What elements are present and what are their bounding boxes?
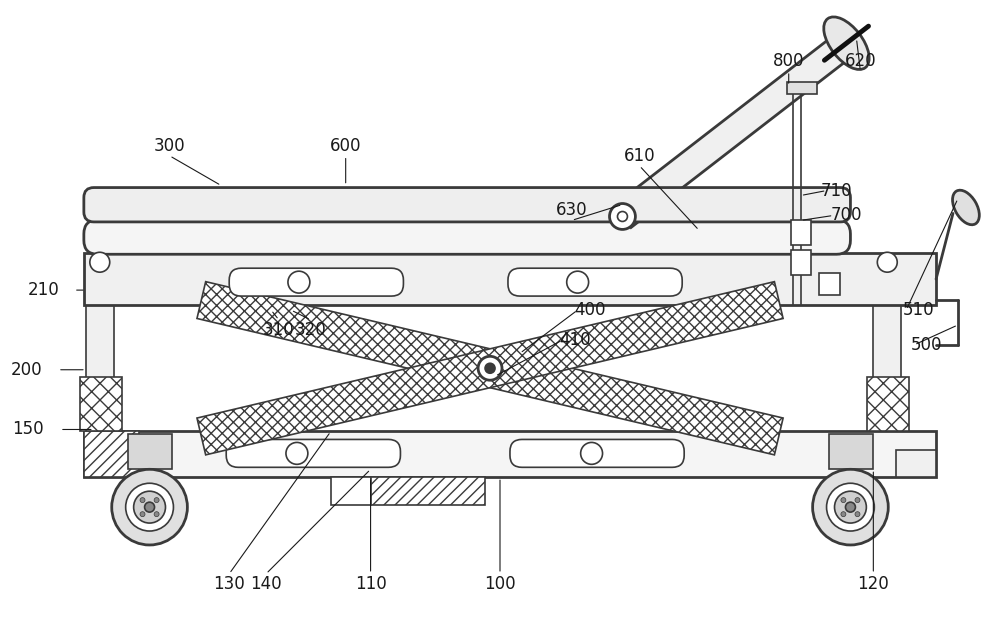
Text: 150: 150 xyxy=(12,421,44,438)
Polygon shape xyxy=(197,282,783,455)
Bar xyxy=(829,435,873,469)
Circle shape xyxy=(140,512,145,517)
Bar xyxy=(791,250,811,275)
Circle shape xyxy=(140,498,145,503)
FancyBboxPatch shape xyxy=(508,268,682,296)
Circle shape xyxy=(827,483,874,531)
Bar xyxy=(787,82,817,94)
Bar xyxy=(896,450,936,477)
Bar xyxy=(867,377,909,431)
Bar xyxy=(128,435,172,469)
Text: 410: 410 xyxy=(559,331,590,349)
FancyBboxPatch shape xyxy=(84,220,850,255)
Ellipse shape xyxy=(824,17,869,70)
Circle shape xyxy=(877,252,897,272)
Text: 320: 320 xyxy=(295,321,327,339)
Circle shape xyxy=(841,512,846,517)
Text: 310: 310 xyxy=(263,321,295,339)
Circle shape xyxy=(145,502,155,512)
Circle shape xyxy=(835,491,866,523)
Bar xyxy=(371,477,485,505)
Bar xyxy=(84,431,936,477)
Circle shape xyxy=(581,443,603,465)
FancyBboxPatch shape xyxy=(229,268,403,296)
Circle shape xyxy=(485,363,495,373)
FancyBboxPatch shape xyxy=(510,440,684,467)
Text: 510: 510 xyxy=(902,301,934,319)
Bar xyxy=(84,253,936,305)
Circle shape xyxy=(134,491,165,523)
Text: 500: 500 xyxy=(910,336,942,354)
Text: 300: 300 xyxy=(154,137,185,155)
Polygon shape xyxy=(614,32,855,228)
Circle shape xyxy=(841,498,846,503)
Text: 120: 120 xyxy=(857,575,889,593)
Polygon shape xyxy=(197,282,783,455)
Circle shape xyxy=(126,483,173,531)
FancyBboxPatch shape xyxy=(226,440,400,467)
Text: 400: 400 xyxy=(574,301,605,319)
Circle shape xyxy=(813,469,888,545)
Bar xyxy=(86,255,114,431)
Circle shape xyxy=(112,469,187,545)
Text: 200: 200 xyxy=(10,361,42,379)
Circle shape xyxy=(90,252,110,272)
Bar xyxy=(791,221,811,245)
Text: 600: 600 xyxy=(330,137,361,155)
Text: 700: 700 xyxy=(831,206,862,224)
Text: 800: 800 xyxy=(773,52,804,70)
Bar xyxy=(873,255,901,431)
Bar xyxy=(331,477,371,505)
Text: 130: 130 xyxy=(213,575,245,593)
Circle shape xyxy=(617,211,627,221)
Text: 100: 100 xyxy=(484,575,516,593)
Circle shape xyxy=(154,498,159,503)
Bar xyxy=(80,377,122,431)
Text: 710: 710 xyxy=(821,182,852,199)
Circle shape xyxy=(845,502,855,512)
Ellipse shape xyxy=(953,190,979,224)
Circle shape xyxy=(286,443,308,465)
Text: 210: 210 xyxy=(28,281,60,299)
Circle shape xyxy=(154,512,159,517)
Text: 110: 110 xyxy=(355,575,386,593)
FancyBboxPatch shape xyxy=(84,187,850,222)
Circle shape xyxy=(610,204,635,229)
Text: 140: 140 xyxy=(250,575,282,593)
Circle shape xyxy=(855,512,860,517)
Circle shape xyxy=(855,498,860,503)
Text: 630: 630 xyxy=(556,201,587,219)
Text: 610: 610 xyxy=(624,147,655,165)
Circle shape xyxy=(288,271,310,293)
Circle shape xyxy=(567,271,589,293)
Bar xyxy=(84,431,139,477)
Bar xyxy=(819,273,840,295)
Text: 620: 620 xyxy=(845,52,876,70)
Circle shape xyxy=(478,356,502,380)
